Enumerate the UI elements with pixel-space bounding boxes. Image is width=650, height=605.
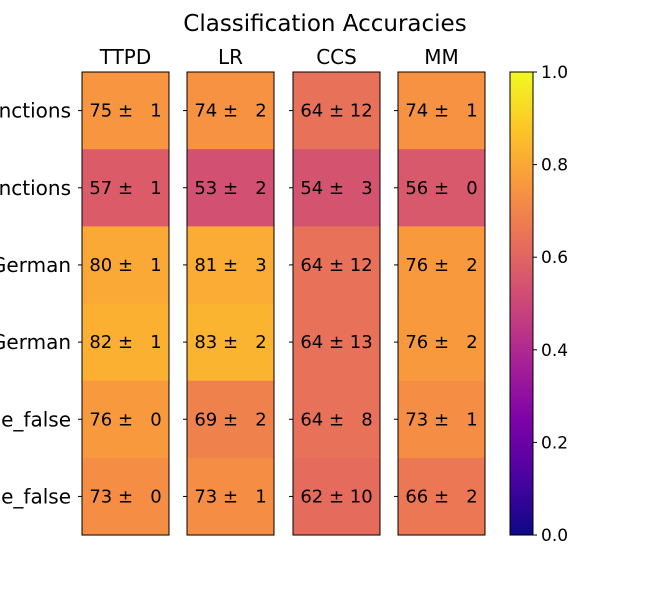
cell-value-label: 74 ± 1 [405,101,477,122]
panel-frame [397,71,486,536]
row-label: German [0,330,71,354]
heatmap-cell [398,457,485,536]
heatmap-cell [82,149,169,227]
cell-value-label: 64 ± 8 [300,409,372,430]
heatmap-cell [187,303,274,382]
cell-value-label: 75 ± 1 [89,101,161,122]
cell-value-label: 73 ± 1 [405,409,477,430]
panel-frame [292,71,381,536]
colorbar-tick-label: 1.0 [541,63,568,83]
heatmap-cell [82,226,169,305]
heatmap-cell [293,72,380,150]
heatmap-cell [82,457,169,536]
chart-title: Classification Accuracies [183,11,466,37]
cell-value-label: 64 ± 12 [300,255,372,276]
cell-value-label: 73 ± 0 [89,486,161,507]
column-header: TTPD [99,45,152,69]
cell-value-label: 76 ± 0 [89,409,161,430]
heatmap-cell [293,149,380,227]
heatmap-cell [398,380,485,459]
column-header: LR [218,45,243,69]
heatmap-cell [293,457,380,536]
heatmap-cells: 75 ± 1 74 ± 2 64 ± 12 74 ± 1 57 ± 1 53 ± 2 54 … [82,72,485,536]
cell-value-label: 64 ± 12 [300,101,372,122]
row-label: e_false [1,484,71,508]
heatmap-cell [82,380,169,459]
heatmap-cell [82,72,169,150]
column-header: CCS [316,45,357,69]
colorbar-gradient [509,71,534,536]
cell-value-label: 62 ± 10 [300,486,372,507]
cell-value-label: 56 ± 0 [405,178,477,199]
panel-frame [186,71,275,536]
heatmap-cell [293,303,380,382]
colorbar: 0.0 0.2 0.4 0.6 0.8 1.0 [509,63,568,546]
row-labels: nctions nctions German German e_false e_false [0,99,71,509]
cell-value-label: 53 ± 2 [194,178,266,199]
heatmap-cell [82,303,169,382]
cell-value-label: 57 ± 1 [89,178,161,199]
cell-value-label: 82 ± 1 [89,332,161,353]
colorbar-tick-label: 0.0 [541,526,568,546]
cell-value-label: 81 ± 3 [194,255,266,276]
cell-value-label: 64 ± 13 [300,332,372,353]
row-label: nctions [0,99,71,123]
heatmap-cell [187,457,274,536]
row-label: German [0,253,71,277]
heatmap-cell [398,226,485,305]
cell-value-label: 54 ± 3 [300,178,372,199]
cell-value-label: 69 ± 2 [194,409,266,430]
heatmap-cell [187,149,274,227]
cell-value-label: 80 ± 1 [89,255,161,276]
heatmap-cell [398,303,485,382]
heatmap-cell [293,380,380,459]
heatmap-cell [398,72,485,150]
cell-value-label: 83 ± 2 [194,332,266,353]
colorbar-tick-label: 0.2 [541,433,568,453]
panel-frames [78,71,486,536]
colorbar-tick-label: 0.4 [541,341,568,361]
heatmap-cell [187,380,274,459]
row-label: nctions [0,176,71,200]
column-headers: TTPD LR CCS MM [99,45,459,69]
heatmap-cell [187,226,274,305]
cell-value-label: 73 ± 1 [194,486,266,507]
heatmap-cell [398,149,485,227]
panel-frame [81,71,170,536]
cell-value-label: 76 ± 2 [405,332,477,353]
column-header: MM [424,45,459,69]
cell-value-label: 74 ± 2 [194,101,266,122]
colorbar-tick-label: 0.8 [541,156,568,176]
row-label: e_false [1,407,71,431]
colorbar-tick-label: 0.6 [541,248,568,268]
heatmap-cell [293,226,380,305]
heatmap-cell [187,72,274,150]
cell-value-label: 66 ± 2 [405,486,477,507]
cell-value-label: 76 ± 2 [405,255,477,276]
